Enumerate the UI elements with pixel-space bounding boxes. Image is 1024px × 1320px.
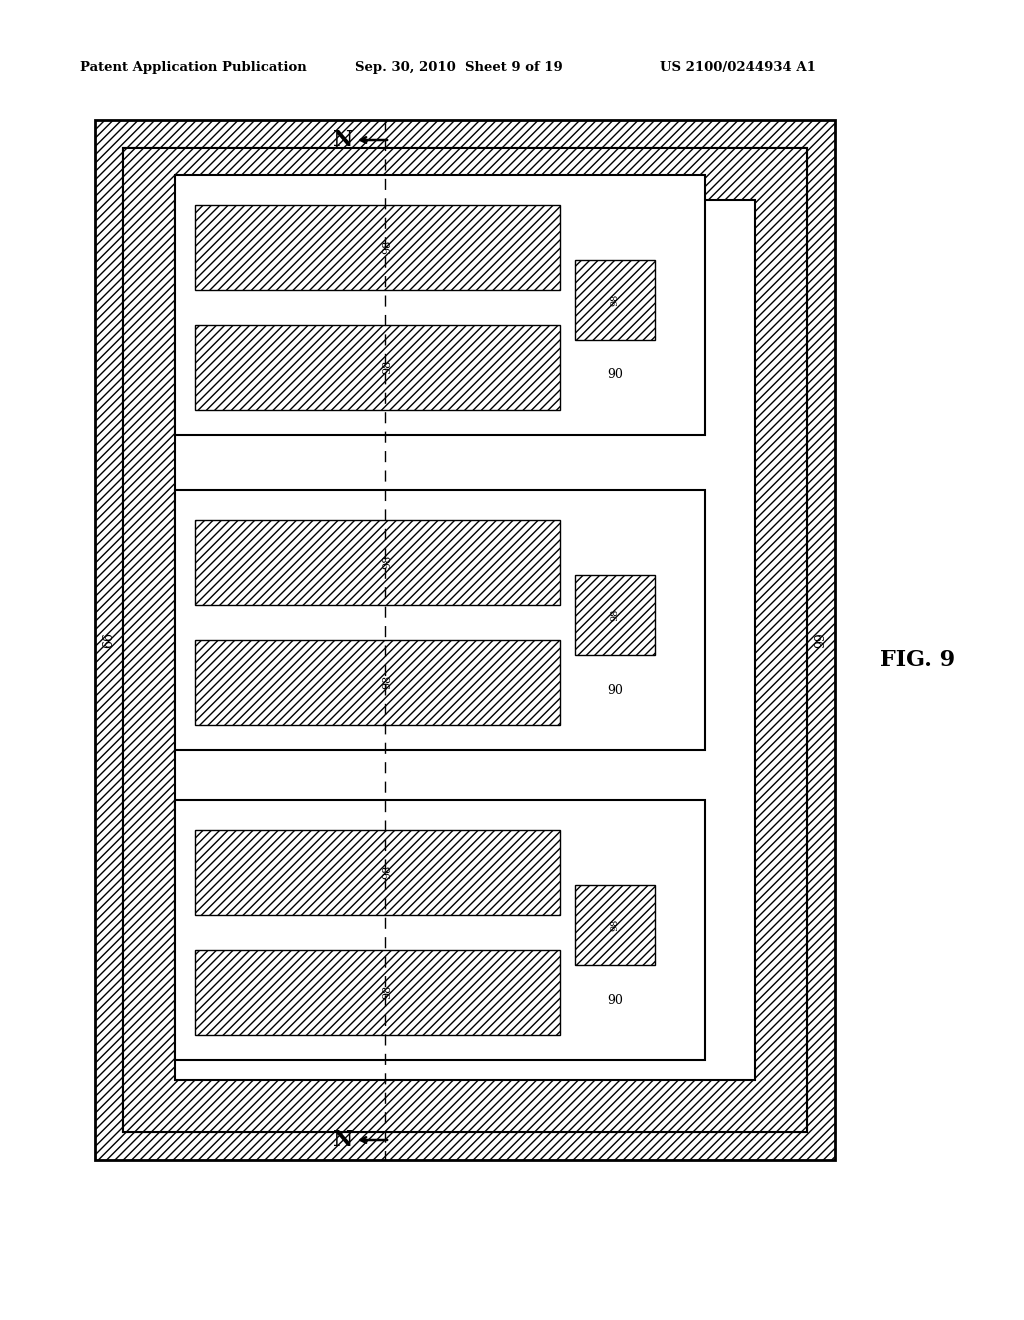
Text: US 2100/0244934 A1: US 2100/0244934 A1 (660, 62, 816, 74)
Bar (575, 576, 655, 655)
Text: 66: 66 (102, 632, 116, 648)
Text: 98: 98 (382, 675, 392, 689)
Bar (195, 950, 560, 1035)
Text: 98: 98 (610, 294, 620, 306)
Bar (195, 830, 560, 915)
Text: FIG. 9: FIG. 9 (880, 649, 955, 671)
Text: 99: 99 (814, 632, 827, 648)
Bar (575, 884, 655, 965)
Bar (195, 640, 560, 725)
Text: 98: 98 (382, 240, 392, 255)
Text: 98: 98 (382, 985, 392, 999)
Bar (123, 148, 807, 1133)
Bar (175, 201, 755, 1080)
Text: 90: 90 (607, 368, 623, 381)
Bar (175, 800, 705, 1060)
Bar (175, 176, 705, 436)
Text: 90: 90 (607, 994, 623, 1006)
Bar (123, 148, 807, 1133)
Bar (575, 260, 655, 341)
Bar (175, 490, 705, 750)
Text: 90: 90 (607, 684, 623, 697)
Bar (195, 205, 560, 290)
Text: 98: 98 (382, 360, 392, 374)
Bar (95, 120, 835, 1160)
Text: 98: 98 (610, 919, 620, 931)
Text: 98: 98 (382, 554, 392, 569)
Bar (195, 520, 560, 605)
Text: N: N (333, 129, 353, 150)
Text: N: N (333, 1129, 353, 1151)
Text: Sep. 30, 2010  Sheet 9 of 19: Sep. 30, 2010 Sheet 9 of 19 (355, 62, 563, 74)
Text: Patent Application Publication: Patent Application Publication (80, 62, 307, 74)
Bar (195, 325, 560, 411)
Text: 98: 98 (382, 865, 392, 879)
Text: 98: 98 (610, 609, 620, 622)
